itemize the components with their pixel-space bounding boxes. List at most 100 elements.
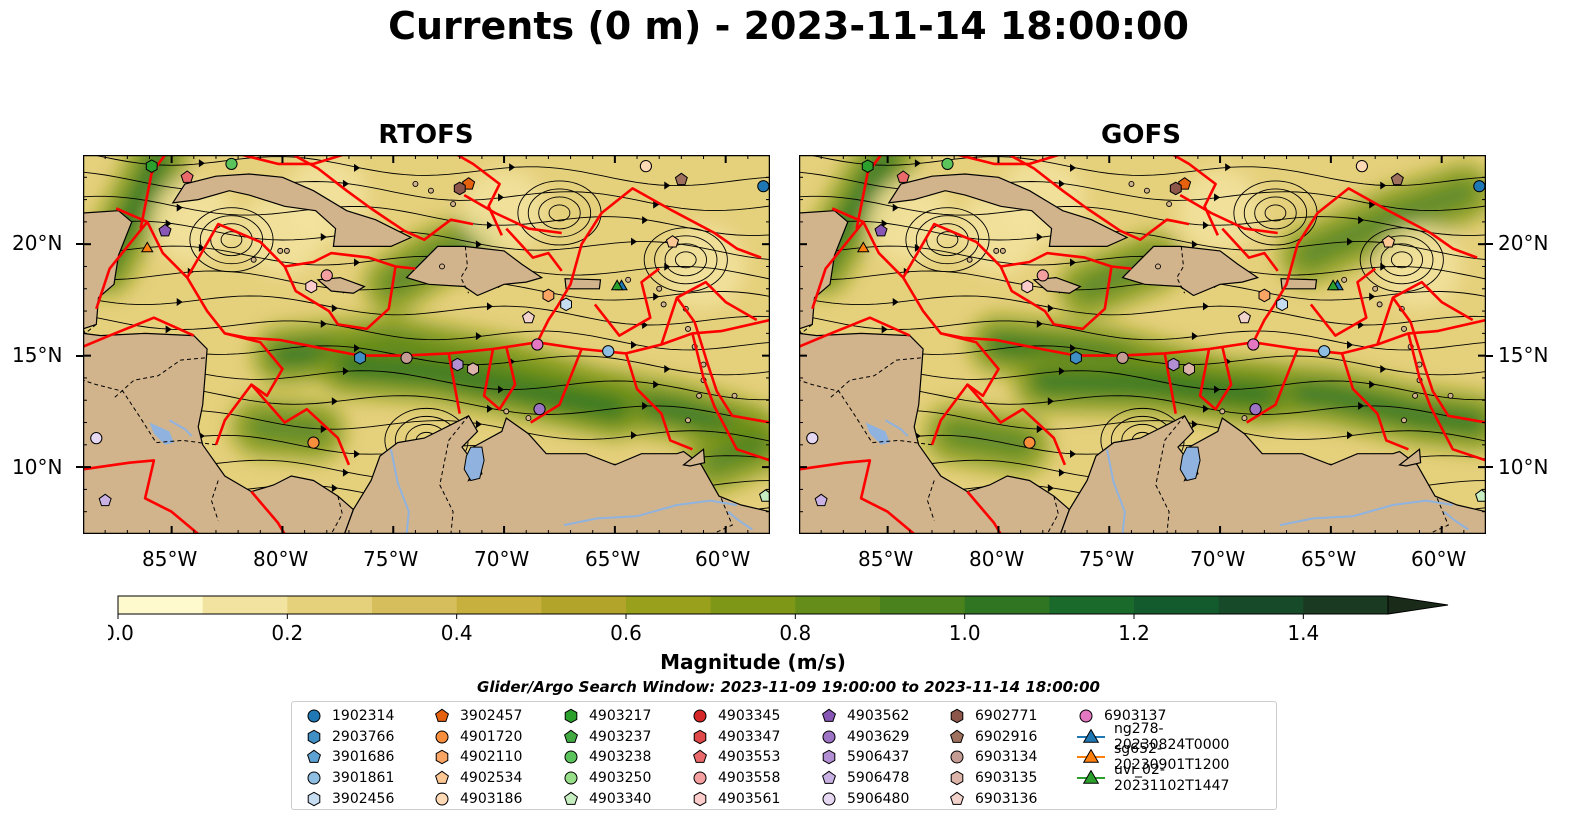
legend-item: 4903558 <box>690 768 780 789</box>
panel-title-rtofs: RTOFS <box>378 120 474 150</box>
float-marker <box>1355 160 1368 173</box>
map-frame <box>83 155 770 534</box>
land-cuba <box>887 173 1129 248</box>
colorbar-segment <box>202 596 288 614</box>
colorbar-segment <box>287 596 373 614</box>
legend-item-label: 4903347 <box>718 728 781 745</box>
legend-item: 4903186 <box>432 788 522 809</box>
colorbar-label: Magnitude (m/s) <box>660 650 846 674</box>
legend-item-label: 5906480 <box>847 790 910 807</box>
colorbar-tick-label: 0.0 <box>108 621 134 645</box>
lon-tick-label-gofs-85: 85°W <box>858 547 914 571</box>
lat-tick-label-right-15: 15°N <box>1498 343 1549 367</box>
float-marker <box>225 157 238 171</box>
float-marker <box>305 279 318 294</box>
legend-item-label: 4903217 <box>589 708 652 725</box>
legend-column: 1902314 2903766 3901686 3901861 3902456 <box>304 706 394 809</box>
colorbar-segment <box>795 596 881 614</box>
land-yucatan <box>799 155 849 330</box>
legend-marker-icon <box>435 770 449 784</box>
float-marker <box>1237 310 1251 324</box>
axis-ticks <box>799 155 1486 534</box>
float-marker <box>665 235 680 248</box>
float-marker <box>560 297 572 312</box>
lon-tick-label-rtofs-65: 65°W <box>585 547 641 571</box>
figure-title: Currents (0 m) - 2023-11-14 18:00:00 <box>388 4 1189 48</box>
float-marker <box>1169 181 1182 196</box>
float-marker <box>1276 297 1288 312</box>
float-marker <box>1318 345 1331 358</box>
colorbar-segment <box>880 596 966 614</box>
legend-item-label: 5906437 <box>847 749 910 766</box>
legend-item: 4903561 <box>690 788 780 809</box>
axis-tick-mark <box>1486 243 1493 246</box>
legend-item: 3901686 <box>304 747 394 768</box>
lon-tick-label-rtofs-75: 75°W <box>363 547 419 571</box>
legend-marker-icon <box>1077 728 1105 743</box>
legend-item: 2903766 <box>304 727 394 748</box>
legend-item: ng278-20230824T0000 <box>1076 721 1276 753</box>
lat-tick-label-right-20: 20°N <box>1498 231 1549 255</box>
float-marker <box>1475 489 1486 502</box>
legend-marker-icon <box>822 708 836 723</box>
legend-item: 4903629 <box>819 727 909 748</box>
float-marker <box>467 362 479 376</box>
legend-item-label: 6903134 <box>975 749 1038 766</box>
land-puerto-rico <box>564 278 602 290</box>
colorbar-segment <box>372 596 458 614</box>
colorbar-tick-label: 0.8 <box>779 621 811 645</box>
legend-item: 3902456 <box>304 788 394 809</box>
legend-item-label: 4903629 <box>847 728 910 745</box>
lon-tick-label-rtofs-85: 85°W <box>142 547 198 571</box>
colorbar-extend-arrow <box>1387 595 1449 615</box>
float-marker <box>602 345 615 358</box>
float-marker <box>861 159 874 173</box>
land-jamaica <box>316 276 366 294</box>
legend-item: 1902314 <box>304 706 394 727</box>
legend-marker-icon <box>1077 749 1105 764</box>
panel-title-gofs: GOFS <box>1101 120 1181 150</box>
legend-column: 4903562 4903629 5906437 5906478 5906480 <box>819 706 909 809</box>
search-window-text: Glider/Argo Search Window: 2023-11-09 19… <box>477 678 1100 696</box>
legend-column: 3902457 4901720 4902110 4902534 4903186 <box>432 706 522 809</box>
axis-tick-mark <box>76 466 83 469</box>
colorbar-segment <box>710 596 796 614</box>
legend-item: 3902457 <box>432 706 522 727</box>
legend-marker-icon <box>950 750 964 764</box>
float-marker <box>354 351 366 365</box>
colorbar-segment <box>1134 596 1220 614</box>
float-marker <box>757 180 770 193</box>
axis-tick-mark <box>76 243 83 246</box>
legend-marker-icon <box>822 730 836 744</box>
land-south-america <box>1059 415 1486 534</box>
lon-tick-label-gofs-60: 60°W <box>1411 547 1467 571</box>
float-marker <box>307 436 320 449</box>
legend-item: 4901720 <box>432 727 522 748</box>
float-marker <box>1247 338 1260 351</box>
lon-tick-label-gofs-70: 70°W <box>1190 547 1246 571</box>
legend-item-label: 6903137 <box>1104 708 1167 725</box>
legend-column: 4903345 4903347 4903553 4903558 4903561 <box>690 706 780 809</box>
legend-item-label: 4903558 <box>718 770 781 787</box>
legend-item: 5906437 <box>819 747 909 768</box>
legend-marker-icon <box>564 729 578 743</box>
legend-item: 6903136 <box>947 788 1037 809</box>
legend-marker-icon <box>693 709 707 723</box>
legend-item-label: 4903186 <box>460 790 523 807</box>
float-marker <box>674 172 688 186</box>
legend-item-label: 3902456 <box>332 790 395 807</box>
float-marker <box>521 310 535 324</box>
legend-item-label: 6902916 <box>975 728 1038 745</box>
land-cuba <box>171 173 413 248</box>
lon-tick-label-rtofs-70: 70°W <box>474 547 530 571</box>
legend-item: 4903345 <box>690 706 780 727</box>
land <box>799 155 1486 534</box>
float-markers <box>90 157 770 507</box>
legend-item-label: 4903237 <box>589 728 652 745</box>
legend-item-label: 4903340 <box>589 790 652 807</box>
lon-tick-label-rtofs-60: 60°W <box>695 547 751 571</box>
float-marker <box>814 493 828 507</box>
lat-tick-label-right-10: 10°N <box>1498 455 1549 479</box>
float-marker <box>1116 351 1129 364</box>
lake-maracaibo <box>463 446 485 482</box>
